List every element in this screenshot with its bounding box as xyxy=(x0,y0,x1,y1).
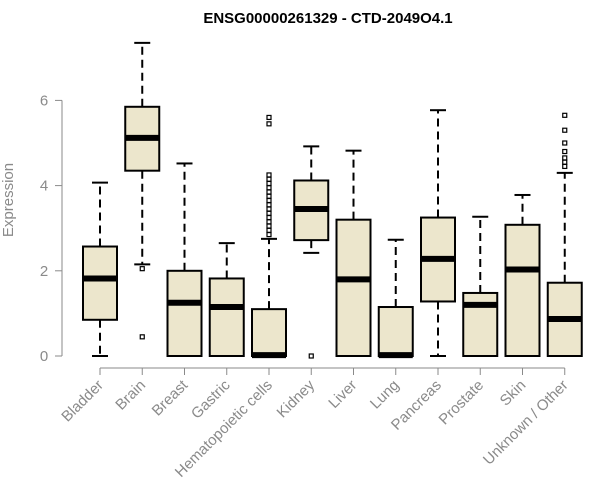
outlier-point xyxy=(139,266,145,272)
outlier-point xyxy=(266,114,272,121)
box-prostate xyxy=(462,215,499,357)
outlier-point xyxy=(266,231,272,238)
outlier-point xyxy=(266,185,272,191)
outlier-point xyxy=(266,172,272,178)
outlier-point xyxy=(562,112,568,118)
y-axis-label: Expression xyxy=(0,163,17,237)
outlier-point xyxy=(266,193,272,199)
box-iqr xyxy=(82,245,118,321)
outlier-point xyxy=(562,127,568,133)
x-tick-label: Bladder xyxy=(58,377,107,426)
outlier-point xyxy=(562,163,568,170)
box-skin xyxy=(504,193,541,357)
x-tick-label: Kidney xyxy=(274,376,319,421)
outlier-point xyxy=(562,159,568,165)
box-kidney xyxy=(293,145,330,359)
box-iqr xyxy=(208,277,245,357)
outlier-point xyxy=(266,214,272,221)
outlier-point xyxy=(266,210,272,216)
outlier-point xyxy=(308,353,314,359)
outlier-point xyxy=(266,180,272,187)
box-hematopoietic-cells xyxy=(251,114,287,359)
box-gastric xyxy=(208,242,245,357)
outlier-point xyxy=(266,121,272,127)
box-iqr xyxy=(504,223,541,357)
x-tick-label: Prostate xyxy=(436,377,488,429)
box-lung xyxy=(377,238,414,359)
y-tick-label: 6 xyxy=(40,92,48,109)
y-tick-label: 2 xyxy=(40,263,48,280)
chart-title: ENSG00000261329 - CTD-2049O4.1 xyxy=(203,10,452,27)
x-tick-label: Skin xyxy=(497,377,530,410)
box-breast xyxy=(166,162,203,357)
x-tick-label: Brain xyxy=(112,377,149,414)
x-tick-label: Liver xyxy=(325,377,360,412)
outlier-point xyxy=(139,334,145,340)
outlier-point xyxy=(266,219,272,225)
plot-area xyxy=(82,41,583,359)
outlier-point xyxy=(562,155,568,161)
box-iqr xyxy=(166,269,203,357)
box-pancreas xyxy=(420,109,456,357)
y-tick-label: 0 xyxy=(40,348,48,365)
x-tick-label: Lung xyxy=(367,377,403,413)
outlier-point xyxy=(266,189,272,195)
outlier-point xyxy=(562,148,568,155)
box-unknown-other xyxy=(546,112,583,357)
y-axis: 0 2 4 6 xyxy=(40,92,63,365)
y-tick-label: 4 xyxy=(40,178,48,195)
outlier-point xyxy=(266,176,272,182)
box-iqr xyxy=(251,308,287,358)
box-iqr xyxy=(335,218,372,357)
outlier-point xyxy=(266,223,272,229)
outlier-point xyxy=(266,227,272,233)
box-bladder xyxy=(82,181,118,357)
x-tick-label: Breast xyxy=(149,376,192,419)
outlier-point xyxy=(266,197,272,204)
box-iqr xyxy=(377,306,414,358)
outlier-point xyxy=(562,140,568,146)
outlier-point xyxy=(266,202,272,208)
box-liver xyxy=(335,149,372,357)
outlier-point xyxy=(266,206,272,212)
box-brain xyxy=(124,41,161,340)
